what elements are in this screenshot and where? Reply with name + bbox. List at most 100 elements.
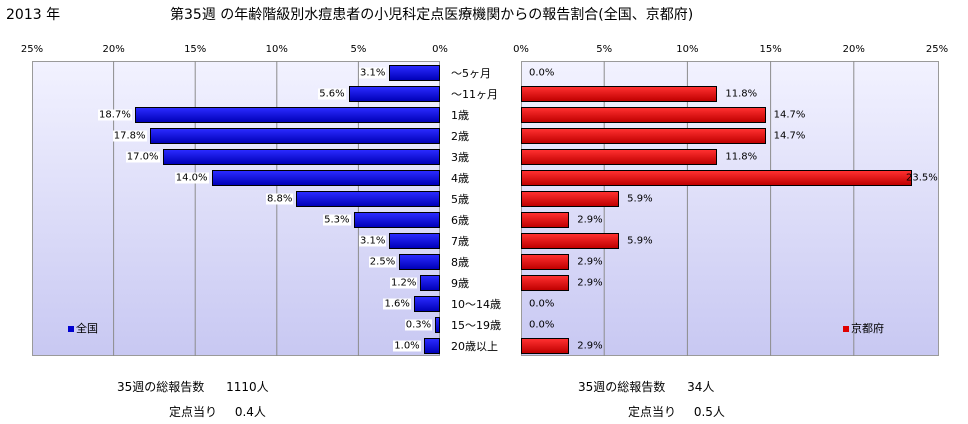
chart-title: 第35週 の年齢階級別水痘患者の小児科定点医療機関からの報告割合(全国、京都府) — [170, 7, 694, 23]
legend-label-kyoto: 京都府 — [851, 322, 884, 335]
legend-kyoto: 京都府 — [843, 320, 884, 336]
bar-kyoto — [521, 232, 620, 249]
data-label-kyoto: 5.9% — [627, 193, 653, 204]
data-label-national: 14.0% — [174, 172, 209, 183]
national-total-label: 35週の総報告数 — [117, 380, 205, 394]
data-label-kyoto: 0.0% — [529, 319, 555, 330]
plot-area-kyoto — [521, 61, 939, 356]
data-label-kyoto: 11.8% — [725, 88, 758, 99]
category-label: 1歳 — [451, 108, 469, 122]
data-label-kyoto: 14.7% — [773, 130, 806, 141]
kyoto-total-value: 34人 — [687, 380, 715, 394]
bar-national — [413, 295, 440, 312]
category-label: 6歳 — [451, 213, 469, 227]
bar-kyoto — [521, 85, 718, 102]
data-label-national: 17.8% — [112, 130, 147, 141]
bar-national — [134, 106, 440, 123]
data-label-kyoto: 2.9% — [577, 340, 603, 351]
data-label-national: 17.0% — [125, 151, 160, 162]
bar-kyoto — [521, 148, 718, 165]
x-tick-right: 5% — [596, 44, 613, 55]
category-label: 9歳 — [451, 276, 469, 290]
kyoto-per-label: 定点当り — [628, 405, 677, 419]
kyoto-total: 35週の総報告数 34人 — [578, 378, 714, 395]
category-label: 3歳 — [451, 150, 469, 164]
bar-kyoto — [521, 190, 620, 207]
data-label-national: 3.1% — [359, 67, 387, 78]
bar-national — [149, 127, 440, 144]
data-label-national: 0.3% — [404, 319, 433, 330]
data-label-kyoto: 0.0% — [529, 298, 555, 309]
data-label-kyoto: 2.9% — [577, 277, 603, 288]
bar-national — [389, 64, 440, 81]
national-per-label: 定点当り — [169, 405, 218, 419]
bar-kyoto — [521, 253, 570, 270]
x-tick-left: 25% — [20, 44, 44, 55]
data-label-national: 1.0% — [393, 340, 421, 351]
x-tick-left: 15% — [184, 44, 207, 55]
data-label-kyoto: 0.0% — [529, 67, 555, 78]
bar-kyoto — [521, 211, 570, 228]
data-label-national: 1.6% — [383, 298, 411, 309]
bar-kyoto — [521, 169, 913, 186]
national-total-value: 1110人 — [226, 380, 269, 394]
data-label-national: 8.8% — [265, 193, 294, 204]
bar-national — [389, 232, 440, 249]
bar-national — [423, 337, 440, 354]
bar-kyoto — [521, 127, 766, 144]
x-tick-left: 5% — [350, 44, 367, 55]
national-per-point: 定点当り 0.4人 — [169, 403, 266, 420]
bar-national — [353, 211, 440, 228]
bar-kyoto — [521, 274, 570, 291]
data-label-national: 5.6% — [318, 88, 346, 99]
legend-swatch-kyoto — [843, 326, 849, 332]
x-tick-left: 0% — [432, 44, 448, 55]
chart-year: 2013 年 — [6, 7, 61, 23]
x-tick-left: 20% — [102, 44, 125, 55]
category-label: 4歳 — [451, 171, 469, 185]
data-label-kyoto: 2.9% — [577, 256, 603, 267]
x-tick-right: 10% — [676, 44, 699, 55]
data-label-national: 3.1% — [359, 235, 387, 246]
bar-national — [162, 148, 440, 165]
bar-national — [399, 253, 440, 270]
bar-national — [420, 274, 440, 291]
data-label-national: 2.5% — [368, 256, 397, 267]
x-tick-left: 10% — [265, 44, 288, 55]
kyoto-per-point: 定点当り 0.5人 — [628, 403, 725, 420]
category-label: 15～19歳 — [451, 318, 501, 332]
data-label-kyoto: 5.9% — [627, 235, 653, 246]
category-label: 5歳 — [451, 192, 469, 206]
category-label: ～5ヶ月 — [451, 66, 491, 80]
data-label-national: 5.3% — [323, 214, 351, 225]
national-total: 35週の総報告数 1110人 — [117, 378, 269, 395]
data-label-kyoto: 2.9% — [577, 214, 603, 225]
bar-national — [211, 169, 440, 186]
national-per-value: 0.4人 — [234, 405, 266, 419]
x-tick-right: 0% — [513, 44, 529, 55]
category-label: 20歳以上 — [451, 339, 498, 353]
legend-swatch-national — [68, 326, 74, 332]
kyoto-total-label: 35週の総報告数 — [578, 380, 666, 394]
x-tick-right: 20% — [842, 44, 865, 55]
x-tick-right: 25% — [925, 44, 949, 55]
data-label-national: 18.7% — [98, 109, 132, 120]
data-label-kyoto: 14.7% — [773, 109, 806, 120]
plot-area-national — [32, 61, 440, 356]
gridlines-kyoto — [603, 61, 855, 356]
category-label: 7歳 — [451, 234, 469, 248]
x-tick-right: 15% — [759, 44, 782, 55]
bar-national — [296, 190, 440, 207]
gridlines-national — [113, 61, 359, 356]
data-label-kyoto: 11.8% — [725, 151, 758, 162]
bar-kyoto — [521, 106, 766, 123]
category-label: 2歳 — [451, 129, 469, 143]
legend-national: 全国 — [68, 320, 98, 336]
legend-label-national: 全国 — [76, 322, 98, 335]
data-label-national: 1.2% — [390, 277, 418, 288]
kyoto-per-value: 0.5人 — [693, 405, 725, 419]
bar-national — [435, 316, 440, 333]
category-label: 10～14歳 — [451, 297, 501, 311]
bar-national — [348, 85, 440, 102]
category-label: ～11ヶ月 — [451, 87, 498, 101]
